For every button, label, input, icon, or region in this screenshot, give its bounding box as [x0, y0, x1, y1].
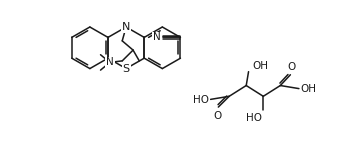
Text: S: S — [123, 64, 130, 74]
Text: OH: OH — [300, 84, 316, 94]
Text: O: O — [288, 62, 296, 72]
Text: HO: HO — [246, 113, 262, 123]
Text: N: N — [106, 57, 114, 67]
Text: HO: HO — [193, 95, 209, 105]
Text: N: N — [122, 22, 130, 32]
Text: N: N — [153, 32, 160, 42]
Text: OH: OH — [252, 61, 268, 71]
Text: O: O — [213, 111, 222, 121]
